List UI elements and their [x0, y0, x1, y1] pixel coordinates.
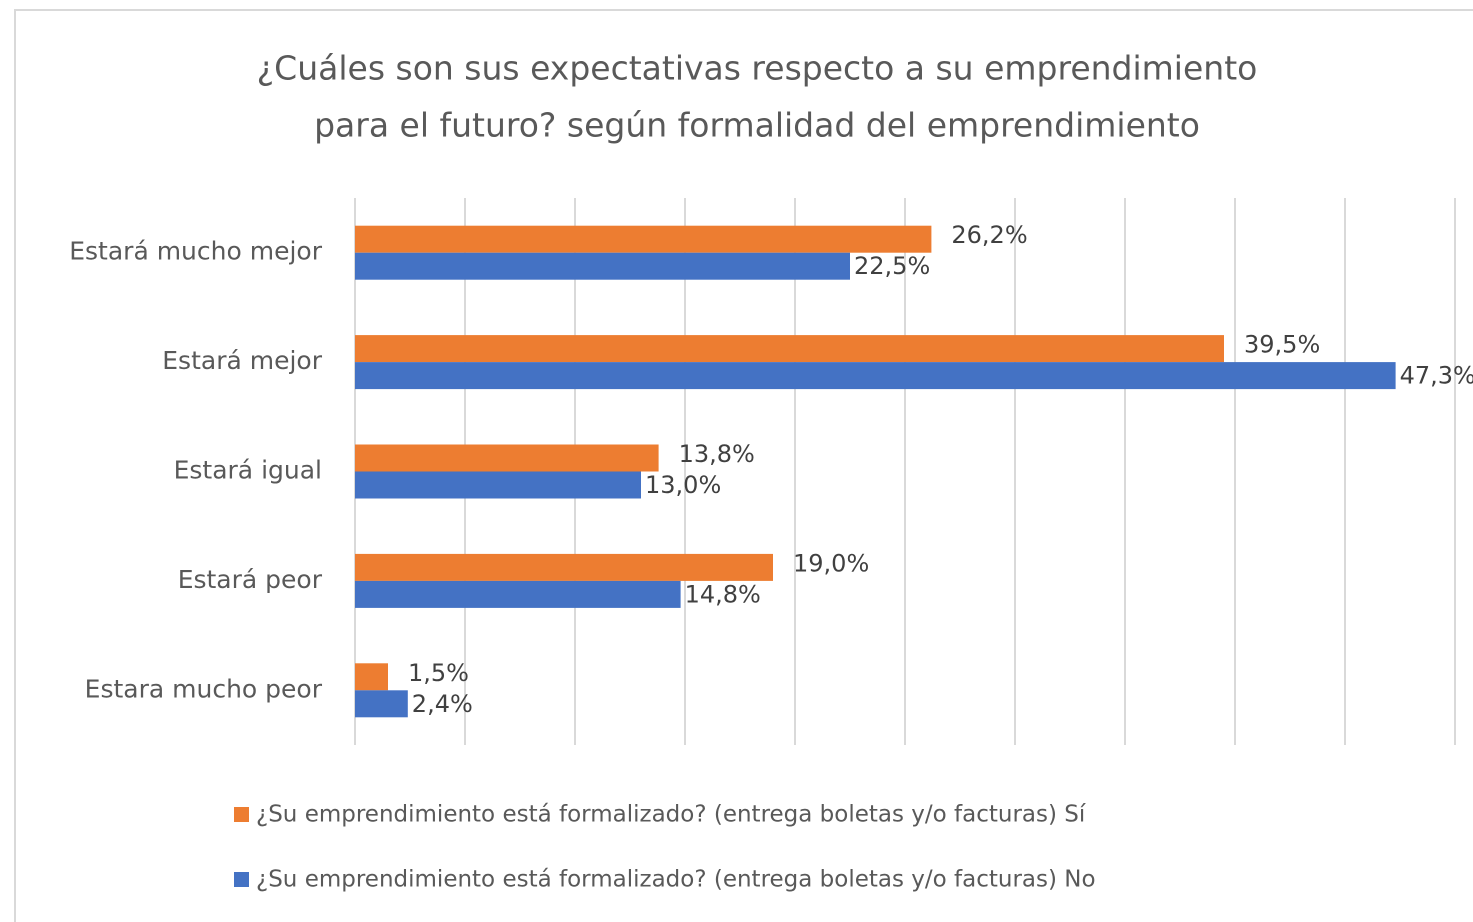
data-label: 13,8% [679, 440, 755, 468]
chart-title: ¿Cuáles son sus expectativas respecto a … [257, 49, 1258, 88]
y-tick-label: Estará mucho mejor [69, 237, 322, 266]
data-label: 13,0% [645, 471, 721, 499]
data-label: 2,4% [412, 690, 473, 718]
bar [355, 471, 641, 499]
legend-label: ¿Su emprendimiento está formalizado? (en… [256, 867, 1096, 893]
legend-swatch [234, 872, 249, 887]
bar [355, 663, 388, 691]
bar [355, 444, 659, 472]
chart-title: para el futuro? según formalidad del emp… [314, 106, 1200, 145]
bar [355, 580, 681, 608]
bar [355, 553, 773, 581]
bar [355, 362, 1396, 390]
chart-border [14, 9, 1473, 922]
y-tick-label: Estará igual [174, 456, 322, 485]
bar [355, 690, 408, 718]
data-label: 47,3% [1400, 362, 1473, 390]
data-label: 39,5% [1244, 331, 1320, 359]
legend-swatch [234, 807, 249, 822]
data-label: 1,5% [408, 659, 469, 687]
legend-label: ¿Su emprendimiento está formalizado? (en… [256, 802, 1086, 828]
y-tick-label: Estara mucho peor [85, 674, 323, 703]
data-label: 19,0% [793, 549, 869, 577]
y-tick-label: Estará peor [178, 565, 323, 594]
bar [355, 335, 1224, 363]
data-label: 26,2% [951, 221, 1027, 249]
bar [355, 252, 850, 280]
data-label: 14,8% [685, 580, 761, 608]
bar [355, 225, 932, 253]
y-tick-label: Estará mejor [162, 346, 322, 375]
data-label: 22,5% [854, 252, 930, 280]
